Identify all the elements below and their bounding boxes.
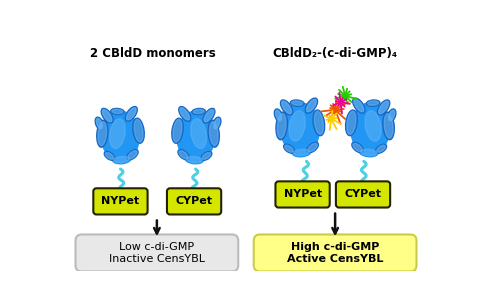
Ellipse shape: [111, 109, 124, 114]
Ellipse shape: [285, 145, 293, 152]
Ellipse shape: [127, 108, 136, 120]
Ellipse shape: [112, 109, 123, 114]
Ellipse shape: [178, 150, 189, 160]
Ellipse shape: [187, 156, 202, 163]
Ellipse shape: [113, 155, 131, 164]
Ellipse shape: [102, 111, 139, 162]
Ellipse shape: [173, 119, 182, 142]
Ellipse shape: [346, 110, 357, 136]
Ellipse shape: [102, 109, 112, 122]
Ellipse shape: [389, 110, 395, 121]
Ellipse shape: [172, 118, 183, 143]
Ellipse shape: [314, 111, 324, 135]
Ellipse shape: [109, 119, 125, 149]
Ellipse shape: [106, 152, 114, 159]
Ellipse shape: [208, 120, 219, 147]
Ellipse shape: [352, 142, 363, 153]
Ellipse shape: [366, 100, 380, 106]
Ellipse shape: [377, 145, 385, 152]
Ellipse shape: [289, 111, 305, 141]
Ellipse shape: [185, 155, 204, 164]
FancyBboxPatch shape: [254, 235, 417, 271]
Ellipse shape: [277, 114, 286, 138]
Ellipse shape: [104, 152, 115, 160]
Ellipse shape: [307, 142, 318, 153]
Ellipse shape: [306, 99, 316, 112]
Ellipse shape: [308, 143, 317, 152]
Ellipse shape: [177, 111, 215, 162]
Ellipse shape: [179, 151, 188, 159]
Ellipse shape: [127, 150, 138, 160]
Ellipse shape: [96, 118, 102, 129]
Ellipse shape: [98, 122, 107, 146]
Ellipse shape: [376, 144, 386, 153]
Text: High c-di-GMP: High c-di-GMP: [291, 242, 379, 252]
Ellipse shape: [180, 108, 190, 120]
Ellipse shape: [383, 112, 394, 140]
FancyBboxPatch shape: [75, 235, 238, 271]
Ellipse shape: [292, 148, 311, 157]
Ellipse shape: [387, 109, 396, 122]
Text: Active CensYBL: Active CensYBL: [287, 254, 384, 264]
Ellipse shape: [203, 108, 215, 123]
Ellipse shape: [379, 101, 389, 114]
Ellipse shape: [361, 149, 377, 156]
Ellipse shape: [192, 109, 205, 114]
Ellipse shape: [134, 119, 143, 142]
Text: NYPet: NYPet: [101, 196, 140, 206]
Text: NYPet: NYPet: [284, 189, 322, 199]
Ellipse shape: [353, 98, 365, 113]
Ellipse shape: [290, 100, 304, 106]
Text: Low c-di-GMP: Low c-di-GMP: [120, 242, 194, 252]
Ellipse shape: [284, 144, 295, 153]
Ellipse shape: [360, 148, 378, 157]
Ellipse shape: [305, 98, 318, 113]
Ellipse shape: [191, 119, 206, 149]
Ellipse shape: [276, 112, 288, 140]
Ellipse shape: [313, 110, 324, 136]
Text: CYPet: CYPet: [345, 189, 382, 199]
Text: Inactive CensYBL: Inactive CensYBL: [109, 254, 205, 264]
Ellipse shape: [291, 101, 303, 105]
Ellipse shape: [293, 149, 310, 156]
Ellipse shape: [128, 151, 137, 159]
Ellipse shape: [125, 106, 137, 121]
Text: 2 CBldD monomers: 2 CBldD monomers: [90, 47, 216, 59]
Ellipse shape: [193, 109, 204, 114]
Ellipse shape: [354, 99, 364, 112]
Ellipse shape: [209, 122, 218, 146]
FancyBboxPatch shape: [276, 181, 330, 207]
Ellipse shape: [347, 111, 356, 135]
Ellipse shape: [95, 117, 103, 130]
Ellipse shape: [213, 117, 221, 130]
Ellipse shape: [282, 101, 291, 114]
Ellipse shape: [202, 152, 211, 159]
Ellipse shape: [384, 114, 393, 138]
Text: CYPet: CYPet: [176, 196, 213, 206]
Ellipse shape: [114, 156, 130, 163]
Ellipse shape: [97, 120, 108, 147]
Ellipse shape: [214, 118, 220, 129]
Ellipse shape: [353, 143, 362, 152]
Ellipse shape: [281, 103, 320, 155]
Ellipse shape: [276, 110, 282, 121]
Ellipse shape: [133, 118, 144, 143]
Ellipse shape: [275, 109, 283, 122]
Text: CBldD₂-(c-di-GMP)₄: CBldD₂-(c-di-GMP)₄: [273, 47, 398, 59]
FancyBboxPatch shape: [167, 188, 221, 214]
Ellipse shape: [365, 111, 381, 141]
FancyBboxPatch shape: [93, 188, 147, 214]
Ellipse shape: [378, 100, 390, 115]
Ellipse shape: [351, 103, 389, 155]
Ellipse shape: [204, 109, 214, 122]
Ellipse shape: [179, 106, 191, 121]
Ellipse shape: [280, 100, 293, 115]
Ellipse shape: [201, 152, 212, 160]
Ellipse shape: [368, 101, 379, 105]
FancyBboxPatch shape: [336, 181, 390, 207]
Ellipse shape: [101, 108, 113, 123]
